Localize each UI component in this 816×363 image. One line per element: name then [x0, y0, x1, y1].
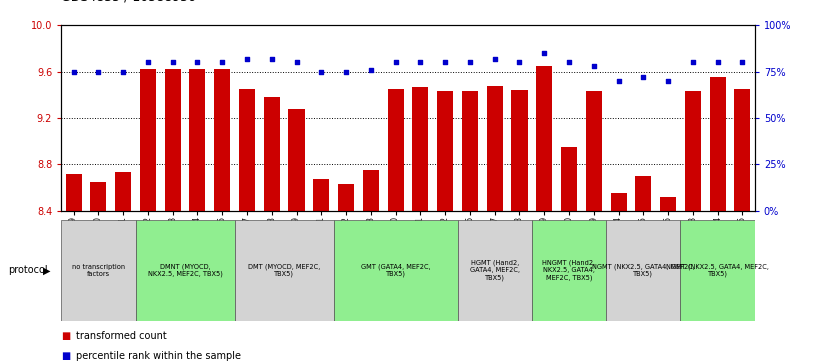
Text: GDS4835 / 10588936: GDS4835 / 10588936 [61, 0, 196, 3]
Bar [338, 184, 354, 211]
Bar [536, 66, 552, 211]
FancyBboxPatch shape [458, 220, 532, 321]
Point [364, 67, 377, 73]
Bar [239, 89, 255, 211]
Bar [115, 172, 131, 211]
Bar [685, 91, 701, 211]
Point [265, 56, 278, 62]
Point [636, 74, 650, 80]
Point [315, 69, 328, 75]
Point [686, 60, 699, 65]
Point [588, 63, 601, 69]
Text: NGMT (NKX2.5, GATA4, MEF2C,
TBX5): NGMT (NKX2.5, GATA4, MEF2C, TBX5) [666, 264, 769, 277]
Bar [586, 91, 602, 211]
Point [662, 78, 675, 84]
Point [612, 78, 625, 84]
Point [166, 60, 180, 65]
Bar [189, 69, 206, 211]
Point [241, 56, 254, 62]
Text: no transcription
factors: no transcription factors [72, 264, 125, 277]
Bar [462, 91, 478, 211]
Text: protocol: protocol [8, 265, 48, 276]
Bar [512, 90, 527, 211]
Bar [289, 109, 304, 211]
Bar [636, 176, 651, 211]
Bar [710, 77, 725, 211]
Bar [486, 86, 503, 211]
Point [439, 60, 452, 65]
Bar [65, 174, 82, 211]
Bar [91, 182, 106, 211]
Point [711, 60, 724, 65]
Point [414, 60, 427, 65]
FancyBboxPatch shape [606, 220, 681, 321]
Bar [412, 87, 428, 211]
Point [67, 69, 80, 75]
Point [562, 60, 575, 65]
Point [290, 60, 303, 65]
Point [513, 60, 526, 65]
Bar [437, 91, 453, 211]
Text: DMT (MYOCD, MEF2C,
TBX5): DMT (MYOCD, MEF2C, TBX5) [248, 264, 320, 277]
Bar [734, 89, 751, 211]
Text: DMNT (MYOCD,
NKX2.5, MEF2C, TBX5): DMNT (MYOCD, NKX2.5, MEF2C, TBX5) [148, 264, 223, 277]
Bar [313, 179, 330, 211]
Bar [165, 69, 180, 211]
FancyBboxPatch shape [532, 220, 606, 321]
FancyBboxPatch shape [235, 220, 334, 321]
Text: NGMT (NKX2.5, GATA4, MEF2C,
TBX5): NGMT (NKX2.5, GATA4, MEF2C, TBX5) [592, 264, 694, 277]
Text: GMT (GATA4, MEF2C,
TBX5): GMT (GATA4, MEF2C, TBX5) [361, 264, 430, 277]
Point [488, 56, 501, 62]
FancyBboxPatch shape [61, 220, 135, 321]
Bar [388, 89, 404, 211]
Point [538, 50, 551, 56]
Point [389, 60, 402, 65]
Point [463, 60, 477, 65]
Text: HNGMT (Hand2,
NKX2.5, GATA4,
MEF2C, TBX5): HNGMT (Hand2, NKX2.5, GATA4, MEF2C, TBX5… [543, 260, 596, 281]
Text: HGMT (Hand2,
GATA4, MEF2C,
TBX5): HGMT (Hand2, GATA4, MEF2C, TBX5) [470, 260, 520, 281]
Bar [264, 97, 280, 211]
Text: transformed count: transformed count [76, 331, 166, 341]
Bar [660, 197, 676, 211]
Bar [140, 69, 156, 211]
Point [117, 69, 130, 75]
Point [141, 60, 154, 65]
Bar [561, 147, 577, 211]
Bar [214, 69, 230, 211]
Text: ■: ■ [61, 351, 70, 361]
Point [339, 69, 353, 75]
FancyBboxPatch shape [681, 220, 755, 321]
Bar [610, 193, 627, 211]
Point [215, 60, 228, 65]
Text: percentile rank within the sample: percentile rank within the sample [76, 351, 241, 361]
FancyBboxPatch shape [135, 220, 235, 321]
Text: ■: ■ [61, 331, 70, 341]
FancyBboxPatch shape [334, 220, 458, 321]
Point [736, 60, 749, 65]
Bar [363, 170, 379, 211]
Point [191, 60, 204, 65]
Point [92, 69, 105, 75]
Text: ▶: ▶ [42, 265, 51, 276]
